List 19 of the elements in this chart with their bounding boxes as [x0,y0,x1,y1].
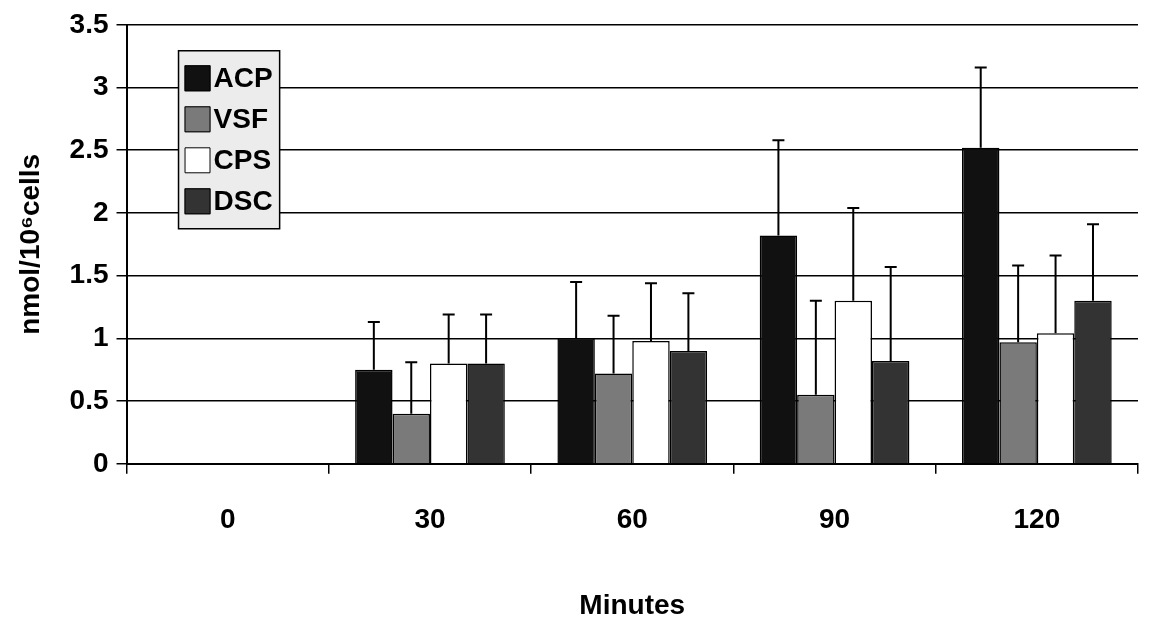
y-tick-label: 0 [92,446,109,478]
y-tick-label: 3.5 [69,7,109,39]
x-tick-label: 90 [818,503,851,535]
x-tick-label: 30 [414,503,446,535]
x-axis-title: Minutes [579,588,686,620]
y-tick-label: 1 [92,321,109,353]
y-axis-title: nmol/10⁶cells [13,153,45,335]
y-tick-label: 2 [92,195,109,227]
legend-label: VSF [213,103,268,135]
legend-label: CPS [213,144,272,176]
y-tick-label: 2.5 [69,132,109,164]
legend-label: ACP [213,62,273,94]
y-tick-label: 0.5 [69,383,109,415]
x-tick-label: 0 [219,503,236,535]
y-tick-label: 1.5 [69,258,109,290]
x-tick-label: 60 [616,503,648,535]
legend-label: DSC [213,185,273,217]
x-tick-label: 120 [1013,503,1061,535]
y-tick-label: 3 [92,70,109,102]
